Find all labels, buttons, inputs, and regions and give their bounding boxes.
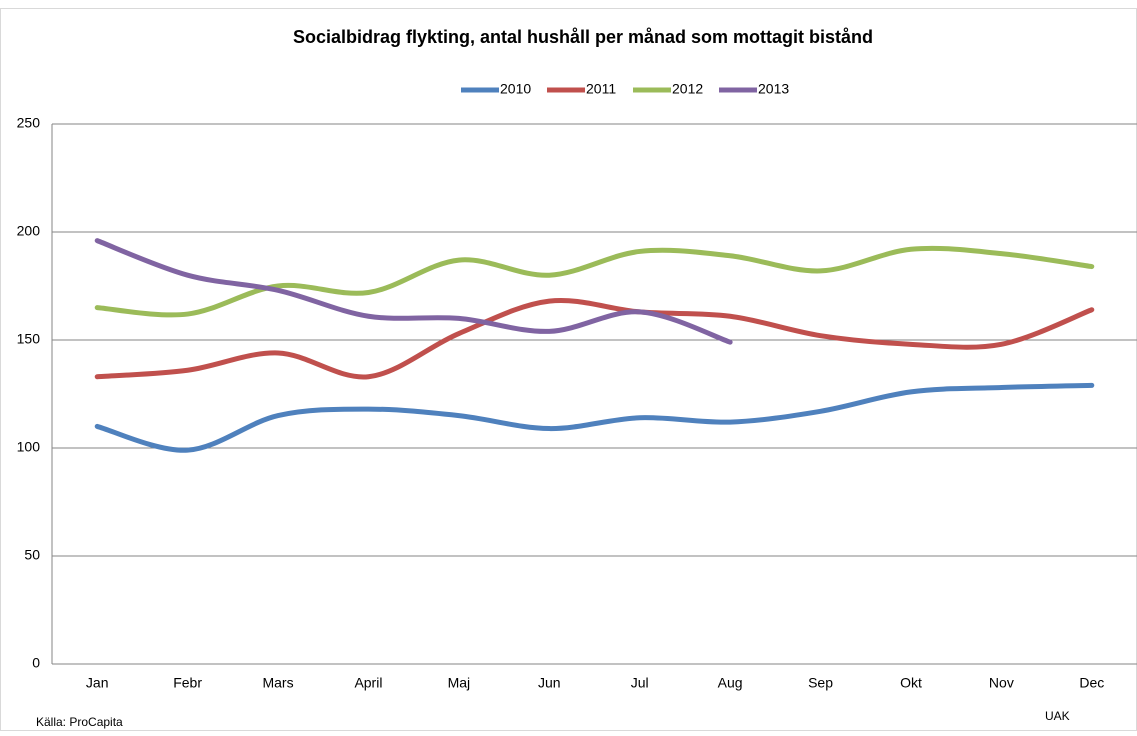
x-tick-label: Mars	[262, 675, 293, 691]
x-tick-label: April	[354, 675, 382, 691]
series-line	[94, 238, 733, 345]
x-tick-label: Nov	[989, 675, 1014, 691]
y-tick-label: 0	[32, 655, 40, 671]
x-tick-label: Aug	[718, 675, 743, 691]
legend-label: 2011	[586, 81, 616, 97]
series-line	[94, 297, 1095, 380]
y-tick-label: 50	[24, 547, 40, 563]
y-tick-label: 250	[17, 115, 41, 131]
legend-label: 2013	[758, 81, 789, 97]
x-tick-label: Jun	[538, 675, 561, 691]
x-tick-label: Sep	[808, 675, 833, 691]
x-tick-label: Maj	[448, 675, 471, 691]
credit-note: UAK	[1045, 709, 1070, 723]
x-tick-label: Jul	[631, 675, 649, 691]
x-tick-label: Okt	[900, 675, 922, 691]
x-tick-label: Dec	[1079, 675, 1104, 691]
legend-label: 2010	[500, 81, 531, 97]
chart-title: Socialbidrag flykting, antal hushåll per…	[293, 27, 873, 47]
source-note: Källa: ProCapita	[36, 715, 123, 729]
chart-frame	[0, 8, 1137, 731]
y-tick-label: 150	[17, 331, 41, 347]
x-tick-label: Jan	[86, 675, 109, 691]
y-tick-label: 100	[17, 439, 41, 455]
series-line	[94, 382, 1095, 453]
y-tick-label: 200	[17, 223, 41, 239]
x-tick-label: Febr	[173, 675, 202, 691]
legend-label: 2012	[672, 81, 703, 97]
